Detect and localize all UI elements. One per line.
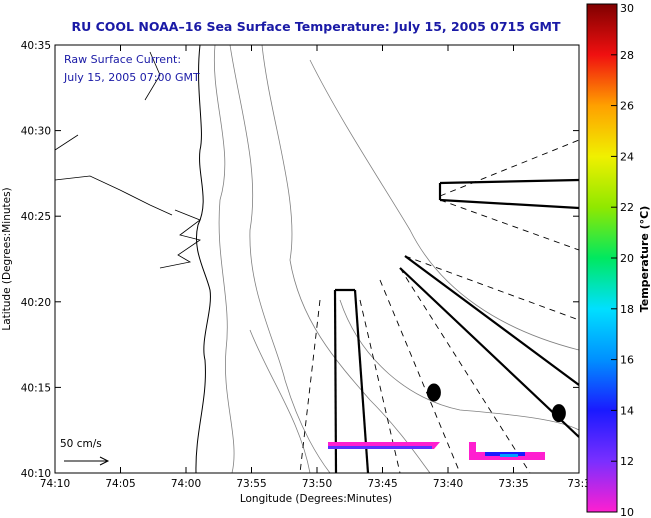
y-tick-label: 40:10	[21, 468, 51, 480]
colorbar-tick-label: 10	[620, 506, 634, 518]
x-axis-label: Longitude (Degrees:Minutes)	[240, 493, 392, 505]
coastline	[195, 45, 211, 473]
harbor-outline	[55, 51, 161, 151]
annotation-line-2: July 15, 2005 07:00 GMT	[63, 71, 200, 84]
scale-arrow-head	[99, 456, 110, 466]
coastline-inner	[55, 175, 201, 269]
x-tick-label: 73:40	[433, 478, 463, 490]
y-tick-label: 40:35	[21, 40, 51, 52]
station-marker-south	[551, 404, 566, 423]
x-tick-label: 73:50	[302, 478, 332, 490]
colorbar-tick-label: 14	[620, 404, 634, 417]
chart-title: RU COOL NOAA–16 Sea Surface Temperature:…	[71, 19, 560, 34]
colorbar-ticks: 30 28 26 24 22 20 18 16 14 12 10	[611, 2, 634, 518]
y-tick-label: 40:30	[21, 126, 51, 138]
radar-beams	[299, 139, 579, 473]
x-axis: 74:10 74:05 74:00 73:55 73:50 73:45 73:40 73:35…	[40, 45, 591, 490]
colorbar-tick-label: 30	[620, 2, 634, 15]
y-tick-label: 40:25	[21, 211, 51, 223]
x-tick-label: 73:45	[367, 478, 397, 490]
sst-patch-right	[469, 442, 545, 460]
y-tick-label: 40:20	[21, 297, 51, 309]
scale-label: 50 cm/s	[60, 438, 102, 450]
colorbar-tick-label: 18	[620, 303, 634, 316]
colorbar-tick-label: 16	[620, 354, 634, 367]
x-tick-label: 73:55	[236, 478, 266, 490]
map-layer	[55, 45, 579, 473]
colorbar-tick-label: 28	[620, 49, 634, 62]
bathymetry-contours	[213, 45, 579, 473]
sst-patch-right-band2	[500, 454, 518, 457]
colorbar-tick-label: 12	[620, 455, 634, 468]
y-axis-label: Latitude (Degrees:Minutes)	[1, 187, 13, 330]
y-axis: 40:35 40:30 40:25 40:20 40:15 40:10	[21, 40, 579, 480]
x-tick-label: 73:35	[498, 478, 528, 490]
x-tick-label: 74:10	[40, 478, 70, 490]
scale-arrow: 50 cm/s	[60, 438, 110, 466]
y-tick-label: 40:15	[21, 382, 51, 394]
colorbar-tick-label: 22	[620, 201, 634, 214]
colorbar-label: Temperature (°C)	[638, 206, 651, 313]
plot-frame	[54, 44, 580, 474]
sst-patches	[328, 442, 545, 460]
colorbar	[586, 3, 618, 513]
x-tick-label: 73:3	[567, 478, 591, 490]
annotation-line-1: Raw Surface Current:	[64, 53, 181, 66]
sst-patch-left-band	[328, 446, 432, 449]
x-tick-label: 74:05	[105, 478, 135, 490]
colorbar-tick-label: 26	[620, 100, 634, 113]
colorbar-tick-label: 24	[620, 150, 634, 163]
x-tick-label: 74:00	[171, 478, 201, 490]
station-marker-north	[426, 383, 441, 402]
colorbar-tick-label: 20	[620, 252, 634, 265]
